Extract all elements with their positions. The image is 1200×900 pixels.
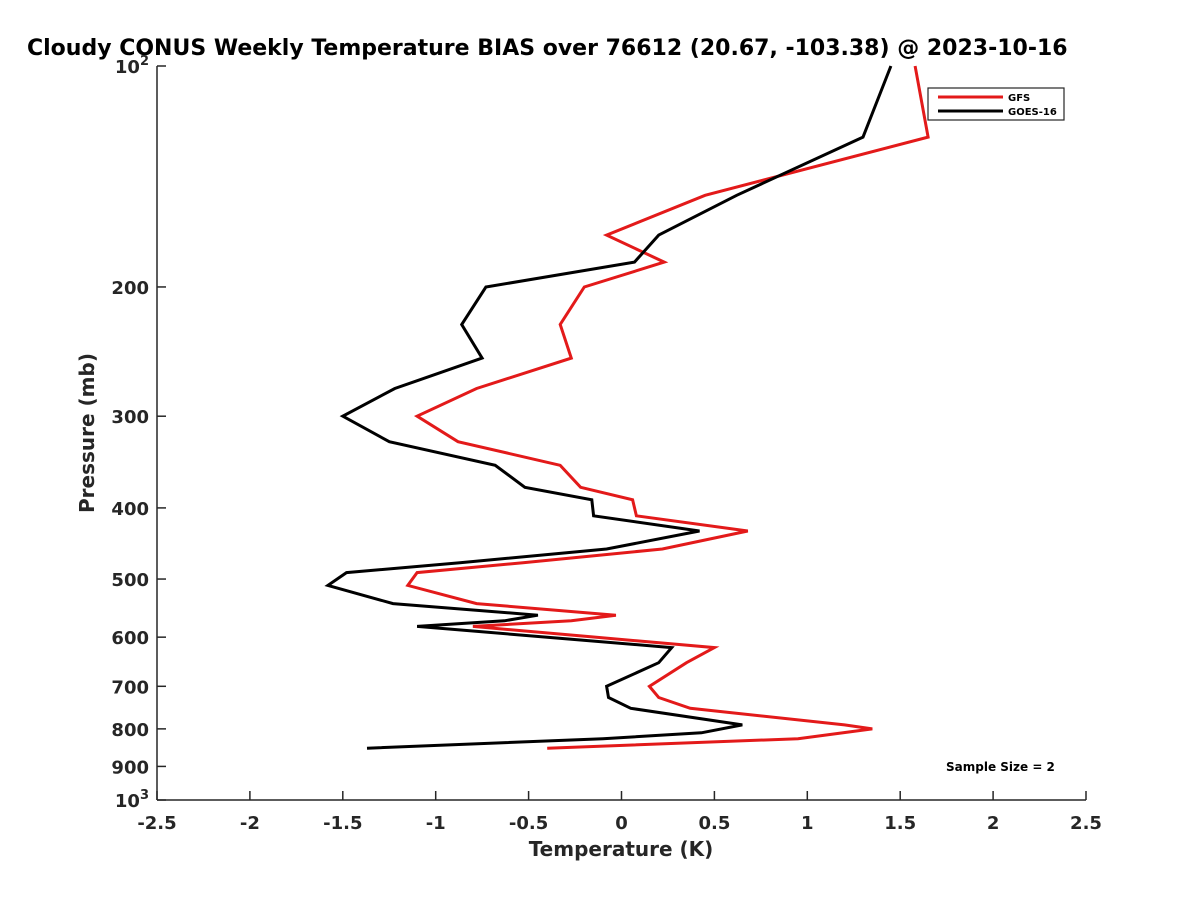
y-axis-label: Pressure (mb) xyxy=(75,353,99,513)
legend-label: GOES-16 xyxy=(1008,107,1057,118)
y-tick-label: 200 xyxy=(111,278,149,299)
legend: GFS GOES-16 xyxy=(927,87,1065,121)
x-tick-label: -1 xyxy=(426,813,446,834)
series-line-gfs xyxy=(405,65,930,750)
sample-size-annotation: Sample Size = 2 xyxy=(946,760,1055,774)
x-tick-label: -2.5 xyxy=(137,813,176,834)
x-tick-label: -0.5 xyxy=(509,813,548,834)
x-tick-label: 2.5 xyxy=(1070,813,1102,834)
y-tick-label: 800 xyxy=(111,720,149,741)
y-tick-label: 300 xyxy=(111,407,149,428)
series-line-goes-16 xyxy=(324,65,893,750)
x-tick-label: 0 xyxy=(615,813,628,834)
legend-box xyxy=(927,87,1065,121)
x-tick-label: 2 xyxy=(987,813,1000,834)
x-axis-label: Temperature (K) xyxy=(529,837,714,861)
x-tick-label: 0.5 xyxy=(698,813,730,834)
legend-label: GFS xyxy=(1008,93,1030,104)
y-tick-label: 102 xyxy=(115,54,149,78)
y-tick-label: 900 xyxy=(111,757,149,778)
chart-title: Cloudy CONUS Weekly Temperature BIAS ove… xyxy=(27,36,1068,61)
x-tick-label: 1 xyxy=(801,813,814,834)
y-tick-label: 600 xyxy=(111,628,149,649)
y-tick-label: 400 xyxy=(111,499,149,520)
y-tick-label: 103 xyxy=(115,788,149,812)
x-tick-label: 1.5 xyxy=(884,813,916,834)
x-tick-label: -1.5 xyxy=(323,813,362,834)
x-tick-label: -2 xyxy=(240,813,260,834)
plot-area: -2.5 -2 -1.5 -1 -0.5 0 0.5 1 1.5 2 2.5 102 200 300 400… xyxy=(111,54,1102,834)
y-tick-label: 500 xyxy=(111,570,149,591)
y-tick-label: 700 xyxy=(111,677,149,698)
